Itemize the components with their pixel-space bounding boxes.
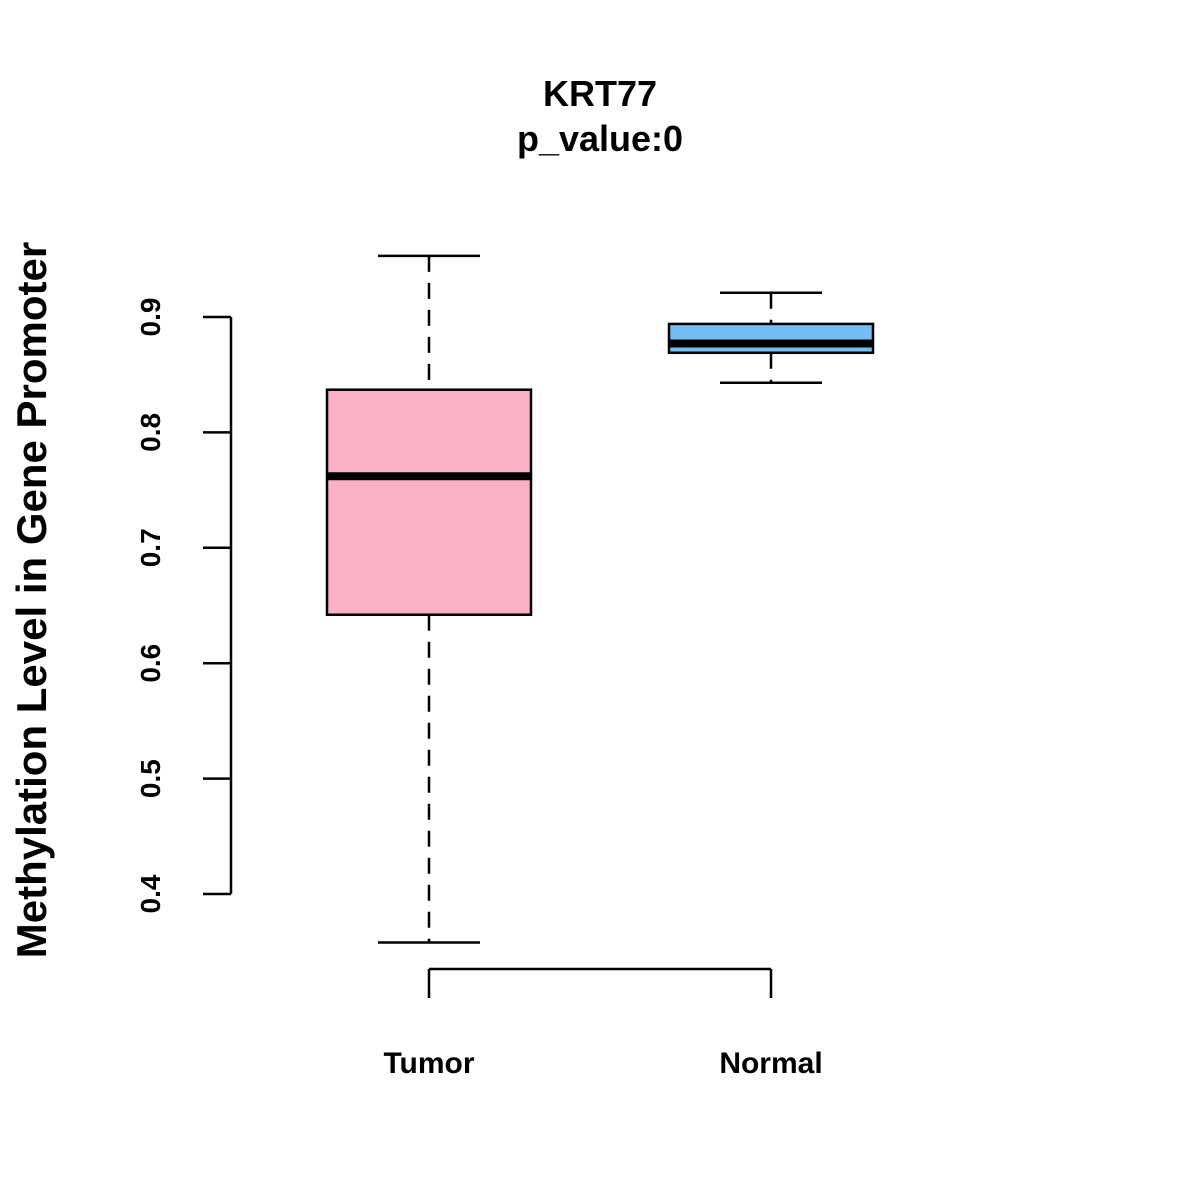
y-tick-label: 0.7 — [135, 528, 166, 567]
y-tick-label: 0.4 — [135, 874, 166, 913]
chart-title: KRT77 — [543, 73, 657, 114]
y-tick-label: 0.6 — [135, 644, 166, 683]
box-normal — [667, 291, 875, 385]
y-tick-label: 0.8 — [135, 413, 166, 452]
y-axis: 0.4 0.5 0.6 0.7 0.8 0.9 — [135, 298, 233, 913]
iqr-box-tumor — [325, 388, 533, 616]
iqr-box-normal — [667, 322, 875, 355]
y-tick-label: 0.9 — [135, 298, 166, 337]
x-tick-label-tumor: Tumor — [383, 1047, 474, 1080]
x-tick-label-normal: Normal — [719, 1047, 822, 1080]
box-tumor — [325, 254, 533, 944]
boxes-group — [325, 254, 875, 944]
chart-subtitle: p_value:0 — [517, 118, 683, 159]
x-axis: Tumor Normal — [383, 967, 823, 1080]
y-axis-label: Methylation Level in Gene Promoter — [8, 242, 55, 958]
y-tick-label: 0.5 — [135, 759, 166, 798]
